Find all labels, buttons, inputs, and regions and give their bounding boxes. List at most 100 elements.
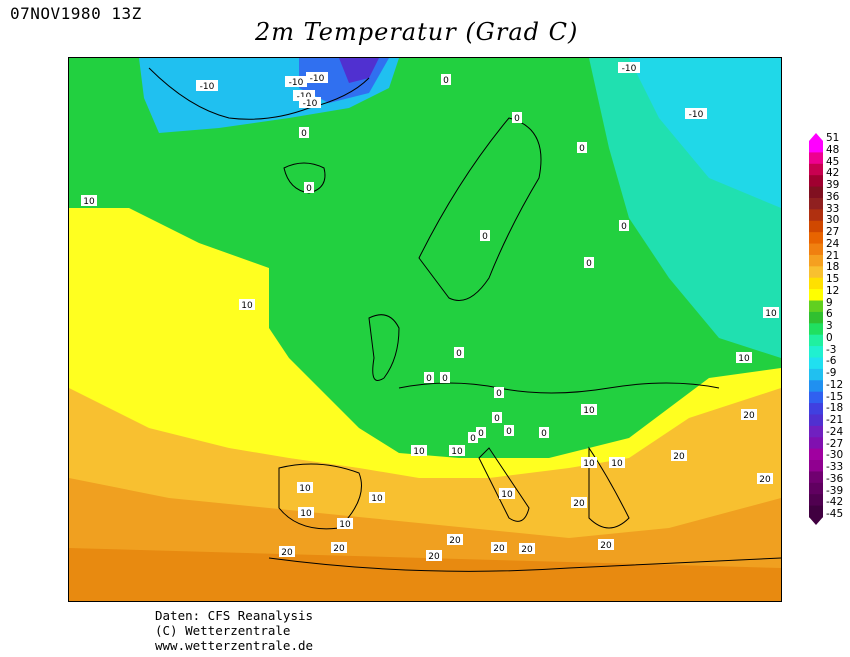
contour-label-bg <box>449 445 465 456</box>
coastline-iberia <box>278 463 362 530</box>
coastline-greenland <box>148 67 370 120</box>
contour-label: 0 <box>470 434 476 444</box>
contour-label: 20 <box>743 411 755 421</box>
colorbar-tick-label: 21 <box>826 249 840 262</box>
colorbar-swatch <box>809 403 823 415</box>
contour-label-bg <box>298 507 314 518</box>
contour-label-bg <box>741 409 757 420</box>
colorbar-tick-label: 12 <box>826 284 840 297</box>
contour-label-bg <box>293 90 315 101</box>
coastline-scandinavia <box>418 117 542 301</box>
date-label: 07NOV1980 13Z <box>10 4 142 23</box>
credits-url[interactable]: www.wetterzentrale.de <box>155 638 314 653</box>
contour-label: 10 <box>300 509 312 519</box>
colorbar-bottom-arrow <box>809 517 823 525</box>
contour-label-bg <box>279 546 295 557</box>
colorbar-swatch <box>809 289 823 302</box>
contour-label: 0 <box>541 429 547 439</box>
credits-copyright: (C) Wetterzentrale <box>155 623 291 638</box>
contour-label-bg <box>618 62 640 73</box>
contour-label-bg <box>426 550 442 561</box>
temp-band-cyan <box>629 58 781 208</box>
colorbar-swatch <box>809 437 823 450</box>
contour-label: 20 <box>759 475 771 485</box>
colorbar-tick-label: -27 <box>826 437 844 450</box>
credits: Daten: CFS Reanalysis (C) Wetterzentrale… <box>155 608 313 653</box>
contour-label: 20 <box>573 499 585 509</box>
contour-label: 0 <box>579 144 585 154</box>
contour-label: 20 <box>281 548 293 558</box>
colorbar-tick-label: -42 <box>826 496 844 509</box>
colorbar-swatch <box>809 357 823 370</box>
contour-label: 20 <box>673 452 685 462</box>
contour-label-bg <box>306 72 328 83</box>
colorbar-tick-label: 0 <box>826 331 833 344</box>
contour-label: 10 <box>765 309 777 319</box>
colorbar-top-arrow <box>809 133 823 141</box>
contour-label-bg <box>671 450 687 461</box>
colorbar-swatch <box>809 277 823 290</box>
contour-label: -10 <box>303 99 318 109</box>
colorbar-tick-label: 15 <box>826 273 840 285</box>
contour-label-bg <box>285 76 307 87</box>
credits-source: Daten: CFS Reanalysis <box>155 608 314 623</box>
colorbar-tick-label: 36 <box>826 190 840 203</box>
contour-label-bg <box>757 473 773 484</box>
contour-label: 10 <box>339 520 351 530</box>
contour-label-bg <box>763 307 779 318</box>
contour-label: 10 <box>83 197 95 207</box>
contour-label-bg <box>441 74 451 85</box>
colorbar-swatch <box>809 209 823 222</box>
contour-label-bg <box>519 543 535 554</box>
colorbar-tick-label: 6 <box>826 308 833 321</box>
colorbar-swatch <box>809 368 823 381</box>
contour-label-bg <box>494 387 504 398</box>
coastline-north-africa <box>268 557 781 572</box>
colorbar-swatch <box>809 425 823 438</box>
colorbar-tick-label: -3 <box>826 343 837 356</box>
contour-label-bg <box>468 432 478 443</box>
contour-label-bg <box>499 488 515 499</box>
colorbar-swatch <box>809 266 823 279</box>
colorbar-swatch <box>809 391 823 404</box>
colorbar-swatch <box>809 254 823 267</box>
colorbar-swatch <box>809 186 823 199</box>
colorbar-swatch <box>809 197 823 210</box>
colorbar-tick-label: 30 <box>826 214 840 227</box>
colorbar-swatch <box>809 448 823 461</box>
contour-label-bg <box>504 425 514 436</box>
contour-label: 0 <box>306 184 312 194</box>
contour-label: 10 <box>501 490 513 500</box>
colorbar-tick-label: -18 <box>826 402 844 415</box>
contour-label: 10 <box>583 459 595 469</box>
colorbar-tick-label: -12 <box>826 378 844 391</box>
contour-label-bg <box>304 182 314 193</box>
contour-label: 20 <box>449 536 461 546</box>
colorbar <box>809 133 823 525</box>
colorbar-tick-label: -24 <box>826 425 844 438</box>
contour-label-bg <box>512 112 522 123</box>
contour-label: 20 <box>333 544 345 554</box>
colorbar-tick-label: -9 <box>826 367 837 379</box>
contour-label: 0 <box>482 232 488 242</box>
colorbar-swatch <box>809 471 823 484</box>
contour-label-bg <box>337 518 353 529</box>
colorbar-swatch <box>809 232 823 245</box>
contour-label: 0 <box>442 374 448 384</box>
contour-label-bg <box>476 427 486 438</box>
contour-label-bg <box>447 534 463 545</box>
contour-label: 0 <box>301 129 307 139</box>
coastline-iceland <box>283 162 326 194</box>
contour-label-bg <box>297 482 313 493</box>
colorbar-tick-label: -45 <box>826 508 844 520</box>
contour-label: -10 <box>310 74 325 84</box>
coastline-italy <box>478 447 530 522</box>
contour-label-bg <box>196 80 218 91</box>
temp-band-dark-orange <box>69 548 781 601</box>
coastline-balkans <box>588 446 630 529</box>
map-title: 2m Temperatur (Grad C) <box>255 18 579 46</box>
colorbar-tick-label: 33 <box>826 202 840 215</box>
colorbar-tick-label: 48 <box>826 143 840 156</box>
contour-label: 10 <box>583 406 595 416</box>
colorbar-tick-label: 42 <box>826 167 840 180</box>
